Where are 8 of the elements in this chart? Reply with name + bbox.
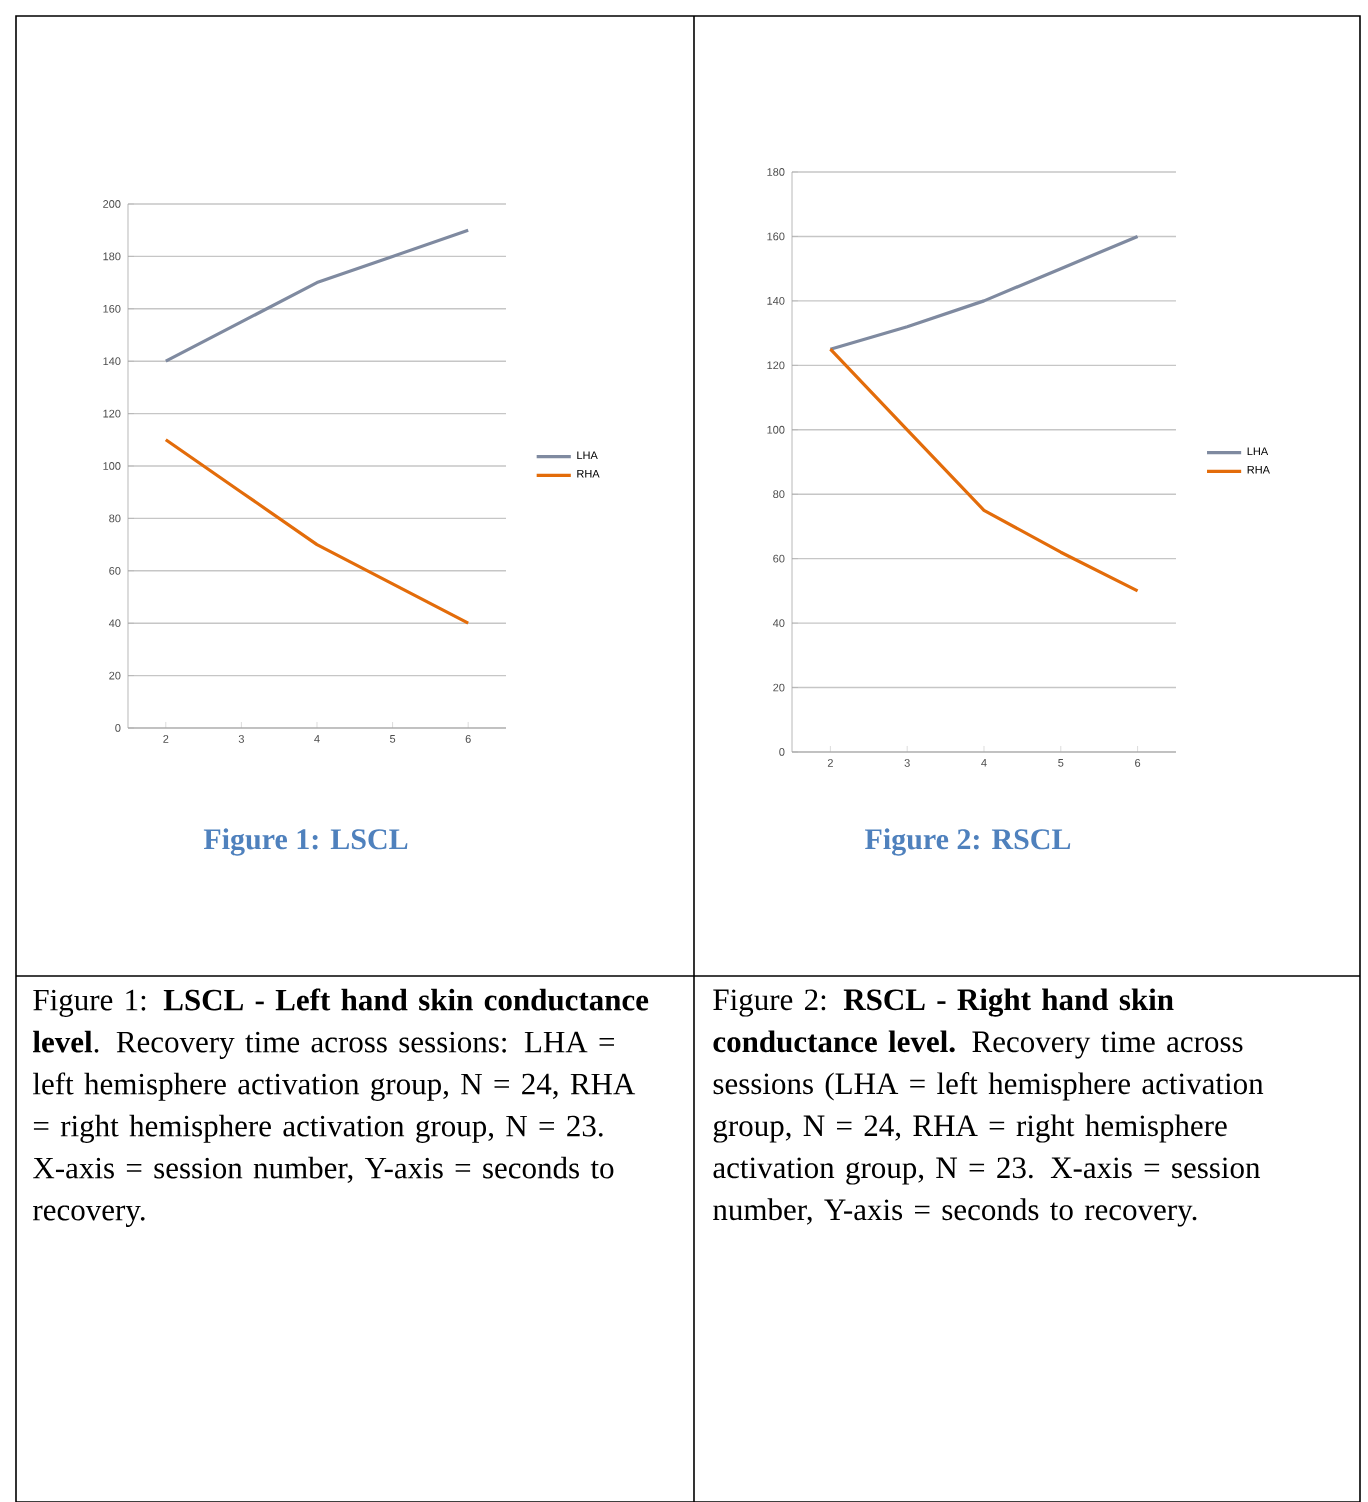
- line-series: [828, 234, 1140, 351]
- line-series: [828, 347, 1140, 593]
- line-series: [164, 228, 470, 363]
- text: Figure 2: RSCL: [865, 828, 1071, 856]
- caption: Figure 2: RSCL - Right hand skin conductance level. Recovery time across sessions (LHA = left hemisphere activation group, N = 24, RHA = right hemisphere activation group, N = 23. X-axis = session number, Y-axis = seconds to recovery.: [713, 988, 1264, 1227]
- line-series: [164, 438, 470, 625]
- text: Figure 1: LSCL: [203, 828, 408, 856]
- text: Figure 1: LSCL - Left hand skin conductance level. Recovery time across sessions: LHA = left hemisphere activation group, N = 24, RHA = right hemisphere activation group, N = 23. X-axis = session number, Y-axis = seconds to recovery.: [33, 988, 649, 1227]
